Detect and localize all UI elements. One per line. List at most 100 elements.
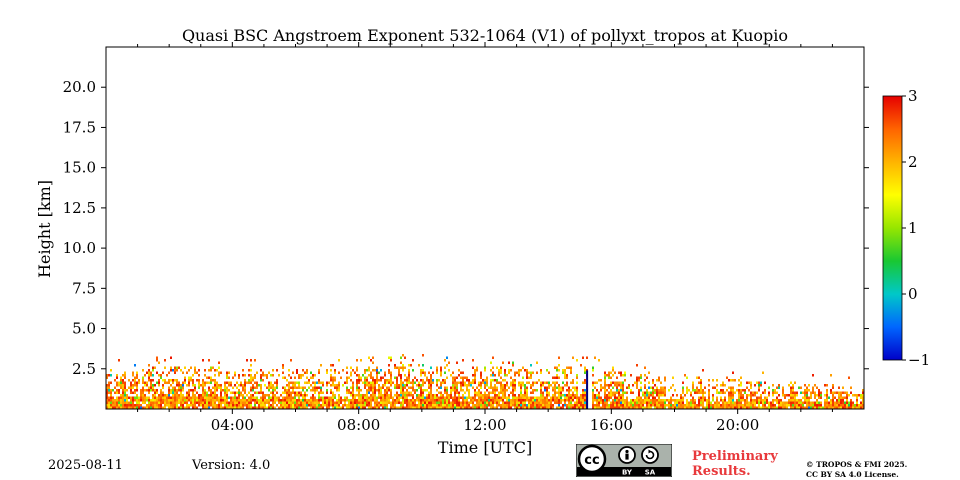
heatmap-cell	[756, 391, 758, 394]
heatmap-cell	[152, 374, 154, 377]
heatmap-cell	[540, 371, 542, 374]
heatmap-cell	[650, 394, 652, 397]
heatmap-cell	[438, 406, 440, 409]
heatmap-cell	[338, 384, 340, 387]
heatmap-cell	[178, 389, 180, 392]
heatmap-cell	[694, 401, 696, 404]
heatmap-cell	[512, 399, 514, 402]
heatmap-cell	[478, 381, 480, 384]
heatmap-cell	[636, 396, 638, 399]
heatmap-cell	[520, 396, 522, 399]
heatmap-cell	[564, 399, 566, 402]
heatmap-cell	[594, 386, 596, 389]
heatmap-cell	[330, 384, 332, 387]
heatmap-cell	[386, 406, 388, 409]
heatmap-cell	[724, 406, 726, 409]
heatmap-cell	[668, 389, 670, 392]
heatmap-cell	[174, 379, 176, 382]
heatmap-cell	[256, 384, 258, 387]
heatmap-cell	[228, 376, 230, 379]
heatmap-cell	[410, 386, 412, 389]
heatmap-cell	[384, 394, 386, 397]
heatmap-cell	[546, 394, 548, 397]
heatmap-cell	[776, 401, 778, 404]
heatmap-cell	[422, 396, 424, 399]
heatmap-cell	[600, 379, 602, 382]
heatmap-cell	[738, 384, 740, 387]
heatmap-cell	[440, 371, 442, 374]
heatmap-cell	[288, 399, 290, 402]
heatmap-cell	[406, 394, 408, 397]
heatmap-cell	[136, 386, 138, 389]
heatmap-cell	[468, 401, 470, 404]
heatmap-cell	[218, 404, 220, 407]
heatmap-cell	[164, 379, 166, 382]
heatmap-cell	[830, 399, 832, 402]
heatmap-cell	[496, 366, 498, 369]
heatmap-cell	[264, 394, 266, 397]
heatmap-cell	[272, 391, 274, 394]
heatmap-cell	[714, 404, 716, 407]
heatmap-cell	[374, 381, 376, 384]
heatmap-cell	[494, 399, 496, 402]
heatmap-cell	[440, 374, 442, 377]
heatmap-cell	[390, 406, 392, 409]
heatmap-cell	[312, 406, 314, 409]
heatmap-cell	[458, 391, 460, 394]
heatmap-cell	[266, 376, 268, 379]
heatmap-cell	[238, 374, 240, 377]
heatmap-cell	[832, 401, 834, 404]
heatmap-cell	[292, 399, 294, 402]
heatmap-cell	[158, 406, 160, 409]
heatmap-cell	[200, 394, 202, 397]
heatmap-cell	[410, 401, 412, 404]
heatmap-cell	[258, 384, 260, 387]
heatmap-cell	[268, 394, 270, 397]
heatmap-cell	[722, 406, 724, 409]
heatmap-cell	[780, 399, 782, 402]
heatmap-cell	[152, 384, 154, 387]
heatmap-cell	[436, 401, 438, 404]
heatmap-cell	[156, 404, 158, 407]
heatmap-cell	[850, 404, 852, 407]
heatmap-cell	[320, 381, 322, 384]
heatmap-cell	[490, 399, 492, 402]
heatmap-cell	[282, 396, 284, 399]
heatmap-cell	[376, 404, 378, 407]
heatmap-cell	[332, 401, 334, 404]
heatmap-cell	[668, 404, 670, 407]
heatmap-cell	[744, 404, 746, 407]
heatmap-cell	[808, 384, 810, 387]
heatmap-cell	[658, 404, 660, 407]
heatmap-cell	[710, 401, 712, 404]
heatmap-cell	[246, 359, 248, 362]
heatmap-cell	[594, 406, 596, 409]
heatmap-cell	[842, 391, 844, 394]
heatmap-cell	[204, 384, 206, 387]
heatmap-cell	[554, 381, 556, 384]
heatmap-cell	[662, 386, 664, 389]
heatmap-cell	[204, 396, 206, 399]
heatmap-cell	[108, 389, 110, 392]
heatmap-cell	[434, 399, 436, 402]
heatmap-cell	[248, 396, 250, 399]
heatmap-cell	[798, 386, 800, 389]
heatmap-cell	[540, 386, 542, 389]
heatmap-cell	[848, 401, 850, 404]
heatmap-cell	[838, 391, 840, 394]
heatmap-cell	[498, 391, 500, 394]
heatmap-cell	[268, 384, 270, 387]
heatmap-cell	[444, 359, 446, 362]
heatmap-cell	[426, 389, 428, 392]
heatmap-cell	[760, 384, 762, 387]
heatmap-cell	[550, 401, 552, 404]
heatmap-cell	[206, 399, 208, 402]
heatmap-cell	[314, 401, 316, 404]
heatmap-cell	[218, 406, 220, 409]
heatmap-cell	[184, 406, 186, 409]
heatmap-cell	[598, 379, 600, 382]
heatmap-cell	[650, 406, 652, 409]
heatmap-cell	[402, 406, 404, 409]
heatmap-cell	[378, 379, 380, 382]
heatmap-cell	[604, 389, 606, 392]
